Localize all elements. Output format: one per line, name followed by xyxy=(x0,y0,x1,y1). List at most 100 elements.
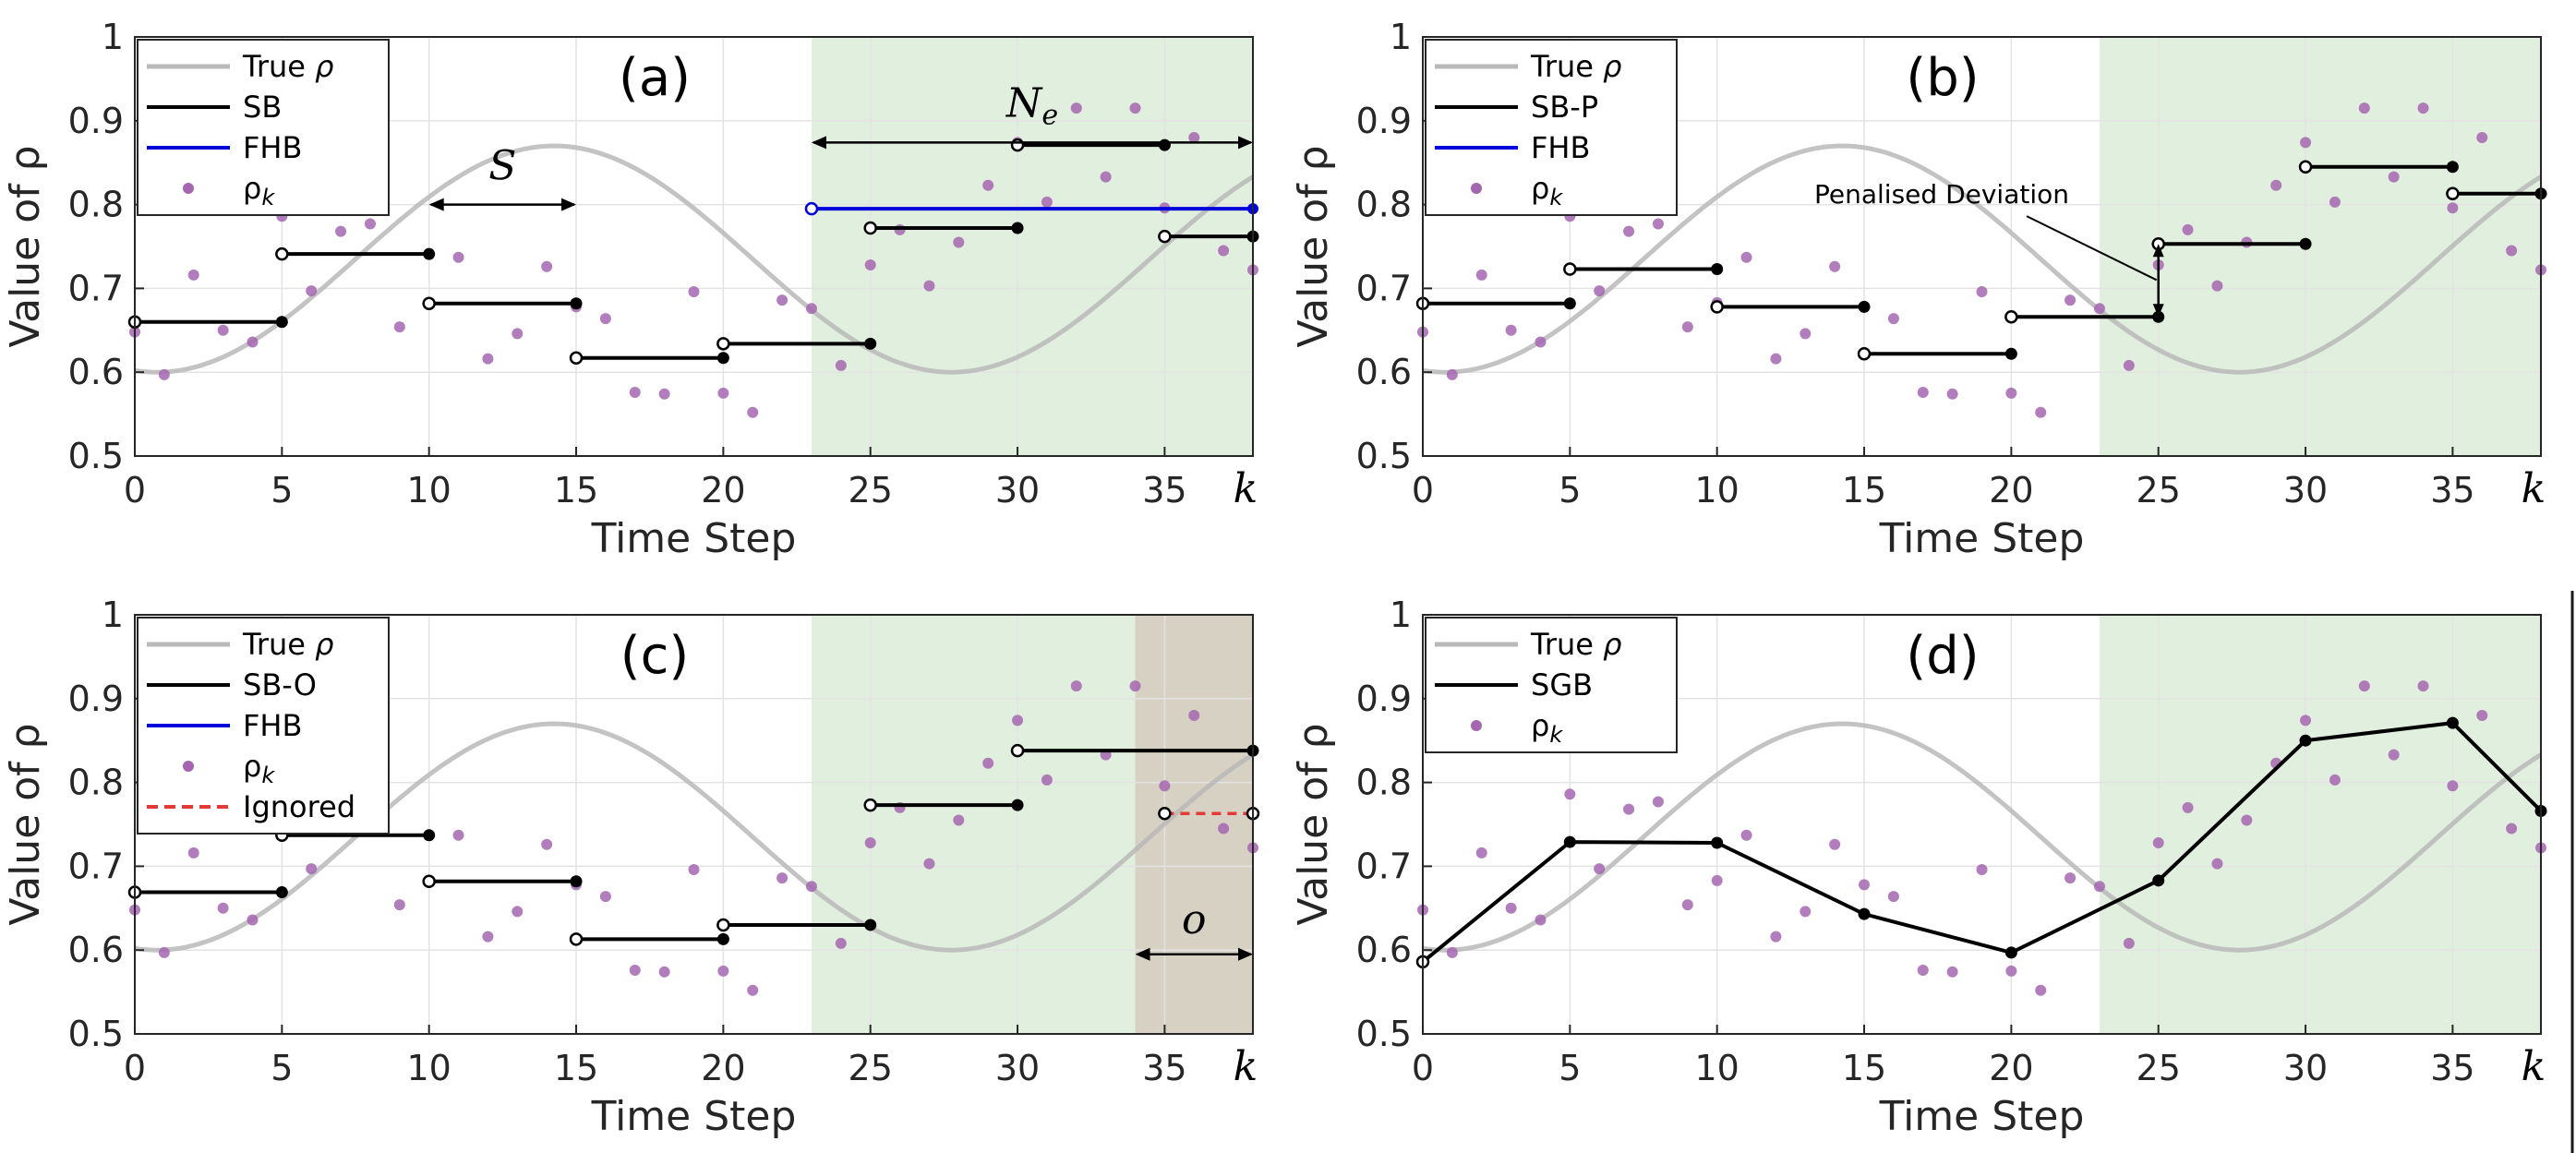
sample-point xyxy=(1623,225,1635,237)
panel-a: S Ne 0 5 10 15 20 25 30 35 k 0.5 0.6 0.7 0.8 0.9 1 Time S… xyxy=(2,17,1259,562)
x-tick-label: 0 xyxy=(1412,1048,1434,1088)
sample-point xyxy=(187,847,199,859)
axes-box xyxy=(134,36,1254,457)
step-open-marker xyxy=(2446,186,2460,201)
sgb-closed-marker xyxy=(2152,874,2165,887)
x-tick-label: 35 xyxy=(1142,1048,1186,1088)
panel-c: o 0 5 10 15 20 25 30 35 k 0.5 0.6 0.7 0.8 0.9 1 Time Ste… xyxy=(2,595,1260,1140)
step-open-marker xyxy=(2298,160,2313,174)
x-tick-label: 10 xyxy=(1695,1048,1739,1088)
sample-point xyxy=(2388,749,2400,761)
x-axis-label: Time Step xyxy=(591,515,797,562)
y-tick-label: 0.6 xyxy=(68,352,124,392)
legend-label: True ρ xyxy=(242,627,333,662)
y-tick-label: 0.8 xyxy=(1356,185,1412,225)
sample-point xyxy=(2417,680,2429,692)
x-tick-label: 15 xyxy=(1842,470,1886,510)
sample-point xyxy=(1070,102,1082,114)
sample-point xyxy=(1159,780,1171,792)
legend-label: True ρ xyxy=(1530,49,1621,84)
step-open-marker xyxy=(275,246,289,261)
step-open-marker xyxy=(716,337,730,351)
x-tick-label: 25 xyxy=(849,470,893,510)
annotation-arrow-head-left xyxy=(811,136,826,150)
y-tick-label: 0.6 xyxy=(1356,930,1412,970)
sample-point xyxy=(1218,823,1230,835)
sample-point xyxy=(158,946,170,958)
ignored-start-marker xyxy=(1158,806,1172,821)
sample-point xyxy=(2270,179,2282,191)
sample-point xyxy=(776,294,788,306)
annotation-arrow-head-right xyxy=(1238,947,1253,961)
y-tick-label: 0.9 xyxy=(68,679,124,719)
sample-point xyxy=(482,931,494,943)
sample-point xyxy=(953,814,965,826)
fhb-start-marker xyxy=(804,201,819,216)
sample-point xyxy=(2329,196,2341,208)
sample-point xyxy=(364,218,376,230)
y-tick-label: 1 xyxy=(102,595,124,635)
step-open-marker xyxy=(1010,743,1025,758)
sample-point xyxy=(923,858,935,870)
sample-point xyxy=(717,965,729,977)
legend-label-text: ρ xyxy=(1531,708,1549,743)
legend-swatch-sample xyxy=(1471,720,1482,731)
legend-label: ρk xyxy=(243,749,275,788)
step-open-marker xyxy=(863,798,877,812)
sample-point xyxy=(688,864,700,876)
sample-point xyxy=(1681,899,1693,911)
legend-box xyxy=(137,39,390,216)
y-axis-label: Value of ρ xyxy=(1290,723,1337,925)
true-rho-curve xyxy=(1422,143,2543,375)
sample-point xyxy=(158,368,170,380)
sample-point xyxy=(1041,196,1053,208)
sample-point xyxy=(1100,171,1112,183)
sample-point xyxy=(864,836,876,848)
sample-point xyxy=(2506,245,2518,257)
sample-point xyxy=(1681,321,1693,333)
x-tick-label: 10 xyxy=(407,470,451,510)
sample-point xyxy=(1188,709,1200,721)
legend-label-sub: k xyxy=(261,185,275,210)
legend-label: True ρ xyxy=(242,49,333,84)
legend-label-text: SGB xyxy=(1531,667,1593,703)
sample-point xyxy=(1770,931,1782,943)
sample-point xyxy=(335,225,347,237)
sample-point xyxy=(2358,680,2370,692)
legend-label-sub: k xyxy=(1549,185,1563,210)
x-tick-label: 15 xyxy=(554,470,598,510)
sample-point xyxy=(1188,131,1200,143)
y-tick-label: 1 xyxy=(1390,595,1412,635)
sample-point xyxy=(953,236,965,248)
legend-label: SB xyxy=(243,90,282,125)
x-tick-label: 20 xyxy=(1989,470,2033,510)
x-tick-label: 10 xyxy=(407,1048,451,1088)
x-tick-label: 15 xyxy=(554,1048,598,1088)
legend-label-symbol: ρ xyxy=(1603,49,1621,84)
sample-point xyxy=(306,285,318,297)
sample-point xyxy=(864,258,876,270)
deviation-arrow-head-bottom xyxy=(2152,304,2164,318)
sample-point xyxy=(629,964,641,976)
sample-point xyxy=(1887,891,1899,903)
sample-point xyxy=(2123,937,2135,949)
x-tick-label: 25 xyxy=(2137,1048,2181,1088)
sample-point xyxy=(2388,171,2400,183)
y-axis-label: Value of ρ xyxy=(1290,145,1337,347)
y-tick-label: 0.7 xyxy=(1356,846,1412,886)
sample-point xyxy=(2506,823,2518,835)
y-tick-label: 0.8 xyxy=(68,185,124,225)
sample-point xyxy=(2093,881,2105,893)
sample-point xyxy=(2241,814,2253,826)
annotation-label-text: o xyxy=(1182,896,1207,943)
sample-point xyxy=(1041,774,1053,786)
legend-label-text: True xyxy=(242,627,315,662)
legend-label: FHB xyxy=(1531,130,1590,165)
x-tick-label: 35 xyxy=(2430,470,2474,510)
sample-point xyxy=(541,838,553,850)
step-closed-marker xyxy=(1011,222,1024,234)
x-tick-label: 20 xyxy=(1989,1048,2033,1088)
step-closed-marker xyxy=(1858,300,1871,313)
